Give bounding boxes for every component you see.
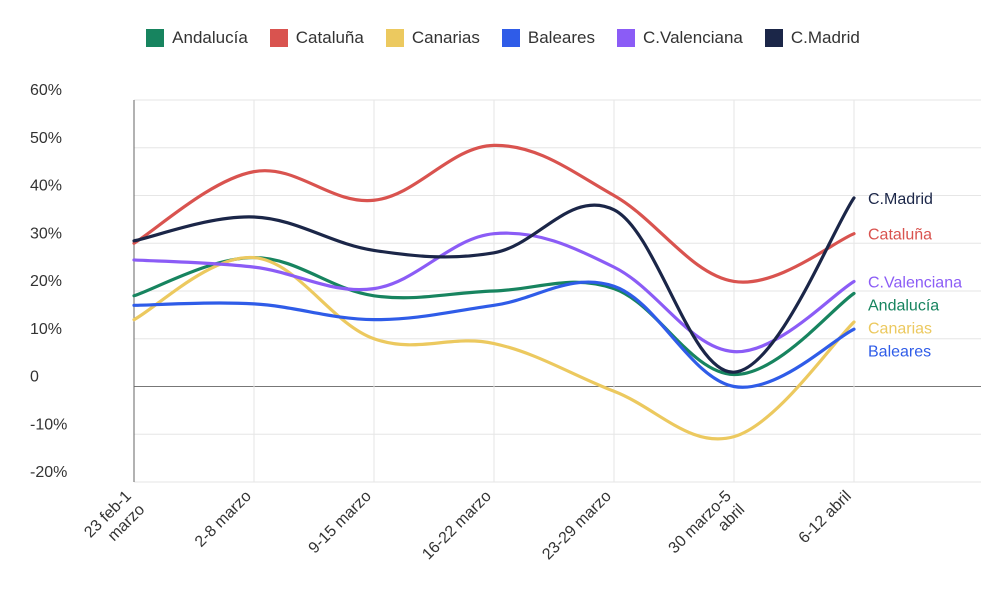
- x-tick-label: 23 feb-1marzo: [81, 488, 148, 555]
- end-label-c-valenciana: C.Valenciana: [868, 274, 962, 291]
- y-tick-label: 60%: [30, 82, 62, 99]
- y-tick-label: 10%: [30, 321, 62, 338]
- end-label-baleares: Baleares: [868, 343, 931, 360]
- end-label-c-madrid: C.Madrid: [868, 191, 933, 208]
- legend-swatch: [385, 29, 404, 47]
- legend-swatch: [764, 29, 783, 47]
- series-line-cataluna: [132, 143, 856, 284]
- y-tick-label: 40%: [30, 178, 62, 195]
- legend-item-andalucia[interactable]: Andalucía: [146, 28, 248, 48]
- y-tick-label: -20%: [30, 464, 67, 481]
- legend-swatch: [617, 29, 635, 47]
- end-label-canarias: Canarias: [868, 320, 932, 337]
- y-tick-label: 50%: [30, 130, 62, 147]
- legend-swatch: [146, 29, 165, 47]
- legend-item-cataluna[interactable]: Cataluña: [269, 28, 364, 48]
- series-line-baleares: [132, 280, 856, 389]
- legend-label: C.Valenciana: [643, 28, 743, 47]
- y-tick-label: 20%: [30, 273, 62, 290]
- x-tick-label: 6-12 abril: [796, 488, 855, 547]
- chart-legend: Andalucía Cataluña Canarias Baleares C.Valen…: [0, 28, 1006, 48]
- end-label-cataluna: Cataluña: [868, 227, 932, 244]
- legend-label: Canarias: [411, 28, 480, 47]
- series-line-c-madrid: [132, 196, 856, 374]
- x-tick-label: 9-15 marzo: [306, 488, 375, 557]
- series-line-c-valenciana: [132, 231, 856, 354]
- end-label-andalucia: Andalucía: [868, 297, 939, 314]
- legend-swatch: [501, 29, 520, 47]
- legend-swatch: [269, 29, 288, 47]
- y-tick-label: 30%: [30, 225, 62, 242]
- legend-label: Baleares: [527, 28, 595, 47]
- x-tick-label: 2-8 marzo: [192, 488, 255, 551]
- x-tick-label: 16-22 marzo: [419, 488, 495, 564]
- legend-item-baleares[interactable]: Baleares: [501, 28, 595, 48]
- series-line-canarias: [132, 255, 856, 441]
- legend-item-c-valenciana[interactable]: C.Valenciana: [617, 28, 743, 48]
- y-tick-label: 0: [30, 369, 39, 386]
- legend-label: Andalucía: [172, 28, 248, 47]
- x-tick-label: 30 marzo-5abril: [666, 488, 749, 571]
- x-tick-label: 23-29 marzo: [539, 488, 615, 564]
- legend-item-canarias[interactable]: Canarias: [385, 28, 480, 48]
- legend-item-c-madrid[interactable]: C.Madrid: [764, 28, 860, 48]
- legend-label: C.Madrid: [790, 28, 860, 47]
- legend-label: Cataluña: [295, 28, 364, 47]
- y-tick-label: -10%: [30, 416, 67, 433]
